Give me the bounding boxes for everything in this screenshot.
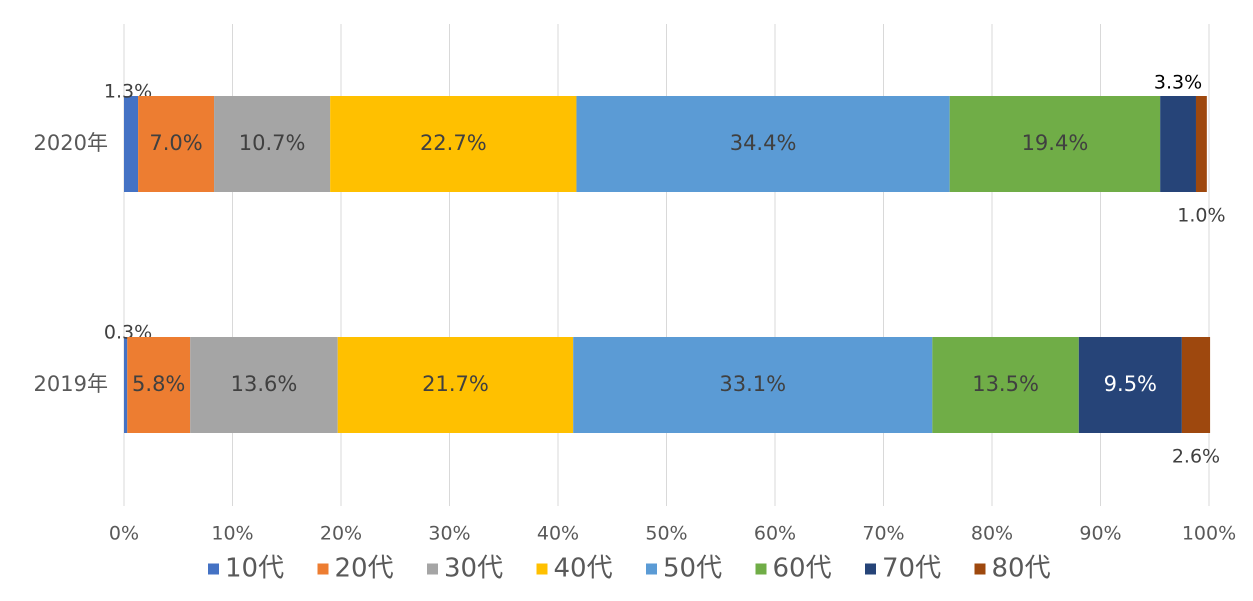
legend-label: 70代 — [882, 554, 941, 584]
data-label: 5.8% — [132, 372, 185, 396]
bar-segment — [190, 337, 338, 433]
data-label: 22.7% — [420, 131, 487, 155]
legend-label: 60代 — [773, 554, 832, 584]
y-category-label: 2020年 — [34, 131, 108, 155]
legend-swatch — [755, 563, 767, 575]
legend-swatch — [536, 563, 548, 575]
x-tick-label: 0% — [109, 523, 139, 545]
legend-swatch — [646, 563, 657, 575]
legend-label: 20代 — [335, 554, 394, 584]
legend-swatch — [208, 563, 219, 575]
x-tick-label: 80% — [971, 523, 1013, 545]
bar-segment — [1160, 96, 1196, 192]
x-tick-label: 90% — [1079, 523, 1121, 545]
x-tick-label: 70% — [862, 523, 904, 545]
y-category-label: 2019年 — [34, 372, 108, 396]
bar-segment — [127, 337, 191, 433]
bar-segment — [932, 337, 1079, 433]
data-label: 34.4% — [730, 131, 797, 155]
legend-label: 50代 — [663, 554, 722, 584]
bar-segment — [1078, 337, 1182, 433]
data-label: 7.0% — [149, 131, 202, 155]
bar-segment — [124, 337, 128, 433]
legend-label: 10代 — [225, 554, 284, 584]
data-label: 3.3% — [1154, 72, 1202, 94]
bar-segment — [214, 96, 331, 192]
data-label: 13.5% — [972, 372, 1039, 396]
data-label: 9.5% — [1104, 372, 1157, 396]
data-label: 10.7% — [239, 131, 306, 155]
legend-label: 40代 — [554, 554, 613, 584]
legend-swatch — [317, 563, 329, 575]
bar-segment — [337, 337, 574, 433]
data-label: 2.6% — [1172, 446, 1220, 468]
x-tick-label: 50% — [645, 523, 687, 545]
bar-segment — [949, 96, 1161, 192]
data-label: 33.1% — [719, 372, 786, 396]
x-tick-label: 20% — [320, 523, 362, 545]
legend-label: 30代 — [444, 554, 503, 584]
data-label: 1.0% — [1177, 205, 1225, 227]
legend-swatch — [865, 563, 876, 575]
x-tick-label: 40% — [537, 523, 579, 545]
bar-segment — [573, 337, 933, 433]
x-tick-label: 100% — [1182, 523, 1236, 545]
legend-swatch — [427, 563, 438, 575]
legend-label: 80代 — [992, 554, 1051, 584]
bar-segment — [138, 96, 215, 192]
bar-segment — [1195, 96, 1207, 192]
data-label: 13.6% — [231, 372, 298, 396]
bar-segment — [330, 96, 577, 192]
x-tick-label: 60% — [754, 523, 796, 545]
x-tick-label: 30% — [428, 523, 470, 545]
bar-segment — [1181, 337, 1211, 433]
data-label: 19.4% — [1022, 131, 1089, 155]
bar-segment — [576, 96, 950, 192]
x-tick-label: 10% — [211, 523, 253, 545]
bar-segment — [124, 96, 139, 192]
legend-swatch — [974, 563, 986, 575]
data-label: 21.7% — [422, 372, 489, 396]
